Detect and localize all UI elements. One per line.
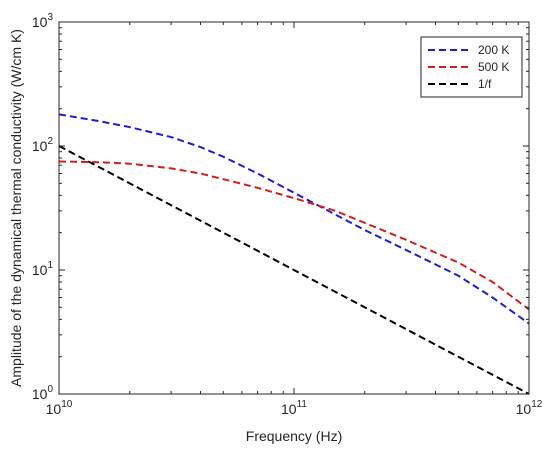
x-tick-label: 1012 [516, 399, 543, 417]
legend-label-0: 200 K [478, 43, 509, 57]
x-tick-label: 1010 [46, 399, 73, 417]
y-axis-label: Amplitude of the dynamical thermal condu… [8, 29, 24, 387]
series-line-0 [58, 113, 530, 325]
y-tick-label: 101 [32, 260, 54, 278]
x-axis-label: Frequency (Hz) [246, 428, 342, 444]
axes-layer: 1010 1011 1012 100 101 102 103 [32, 12, 543, 417]
series-layer [58, 113, 530, 395]
series-line-2 [58, 145, 530, 395]
series-line-1 [58, 160, 530, 311]
legend-label-1: 500 K [478, 60, 509, 74]
y-tick-label: 102 [32, 136, 54, 154]
legend: 200 K 500 K 1/f [420, 36, 523, 98]
legend-label-2: 1/f [478, 77, 492, 91]
y-tick-label: 100 [32, 384, 54, 402]
y-tick-label: 103 [32, 12, 54, 30]
x-tick-label: 1011 [281, 399, 307, 417]
legend-box [420, 36, 523, 98]
